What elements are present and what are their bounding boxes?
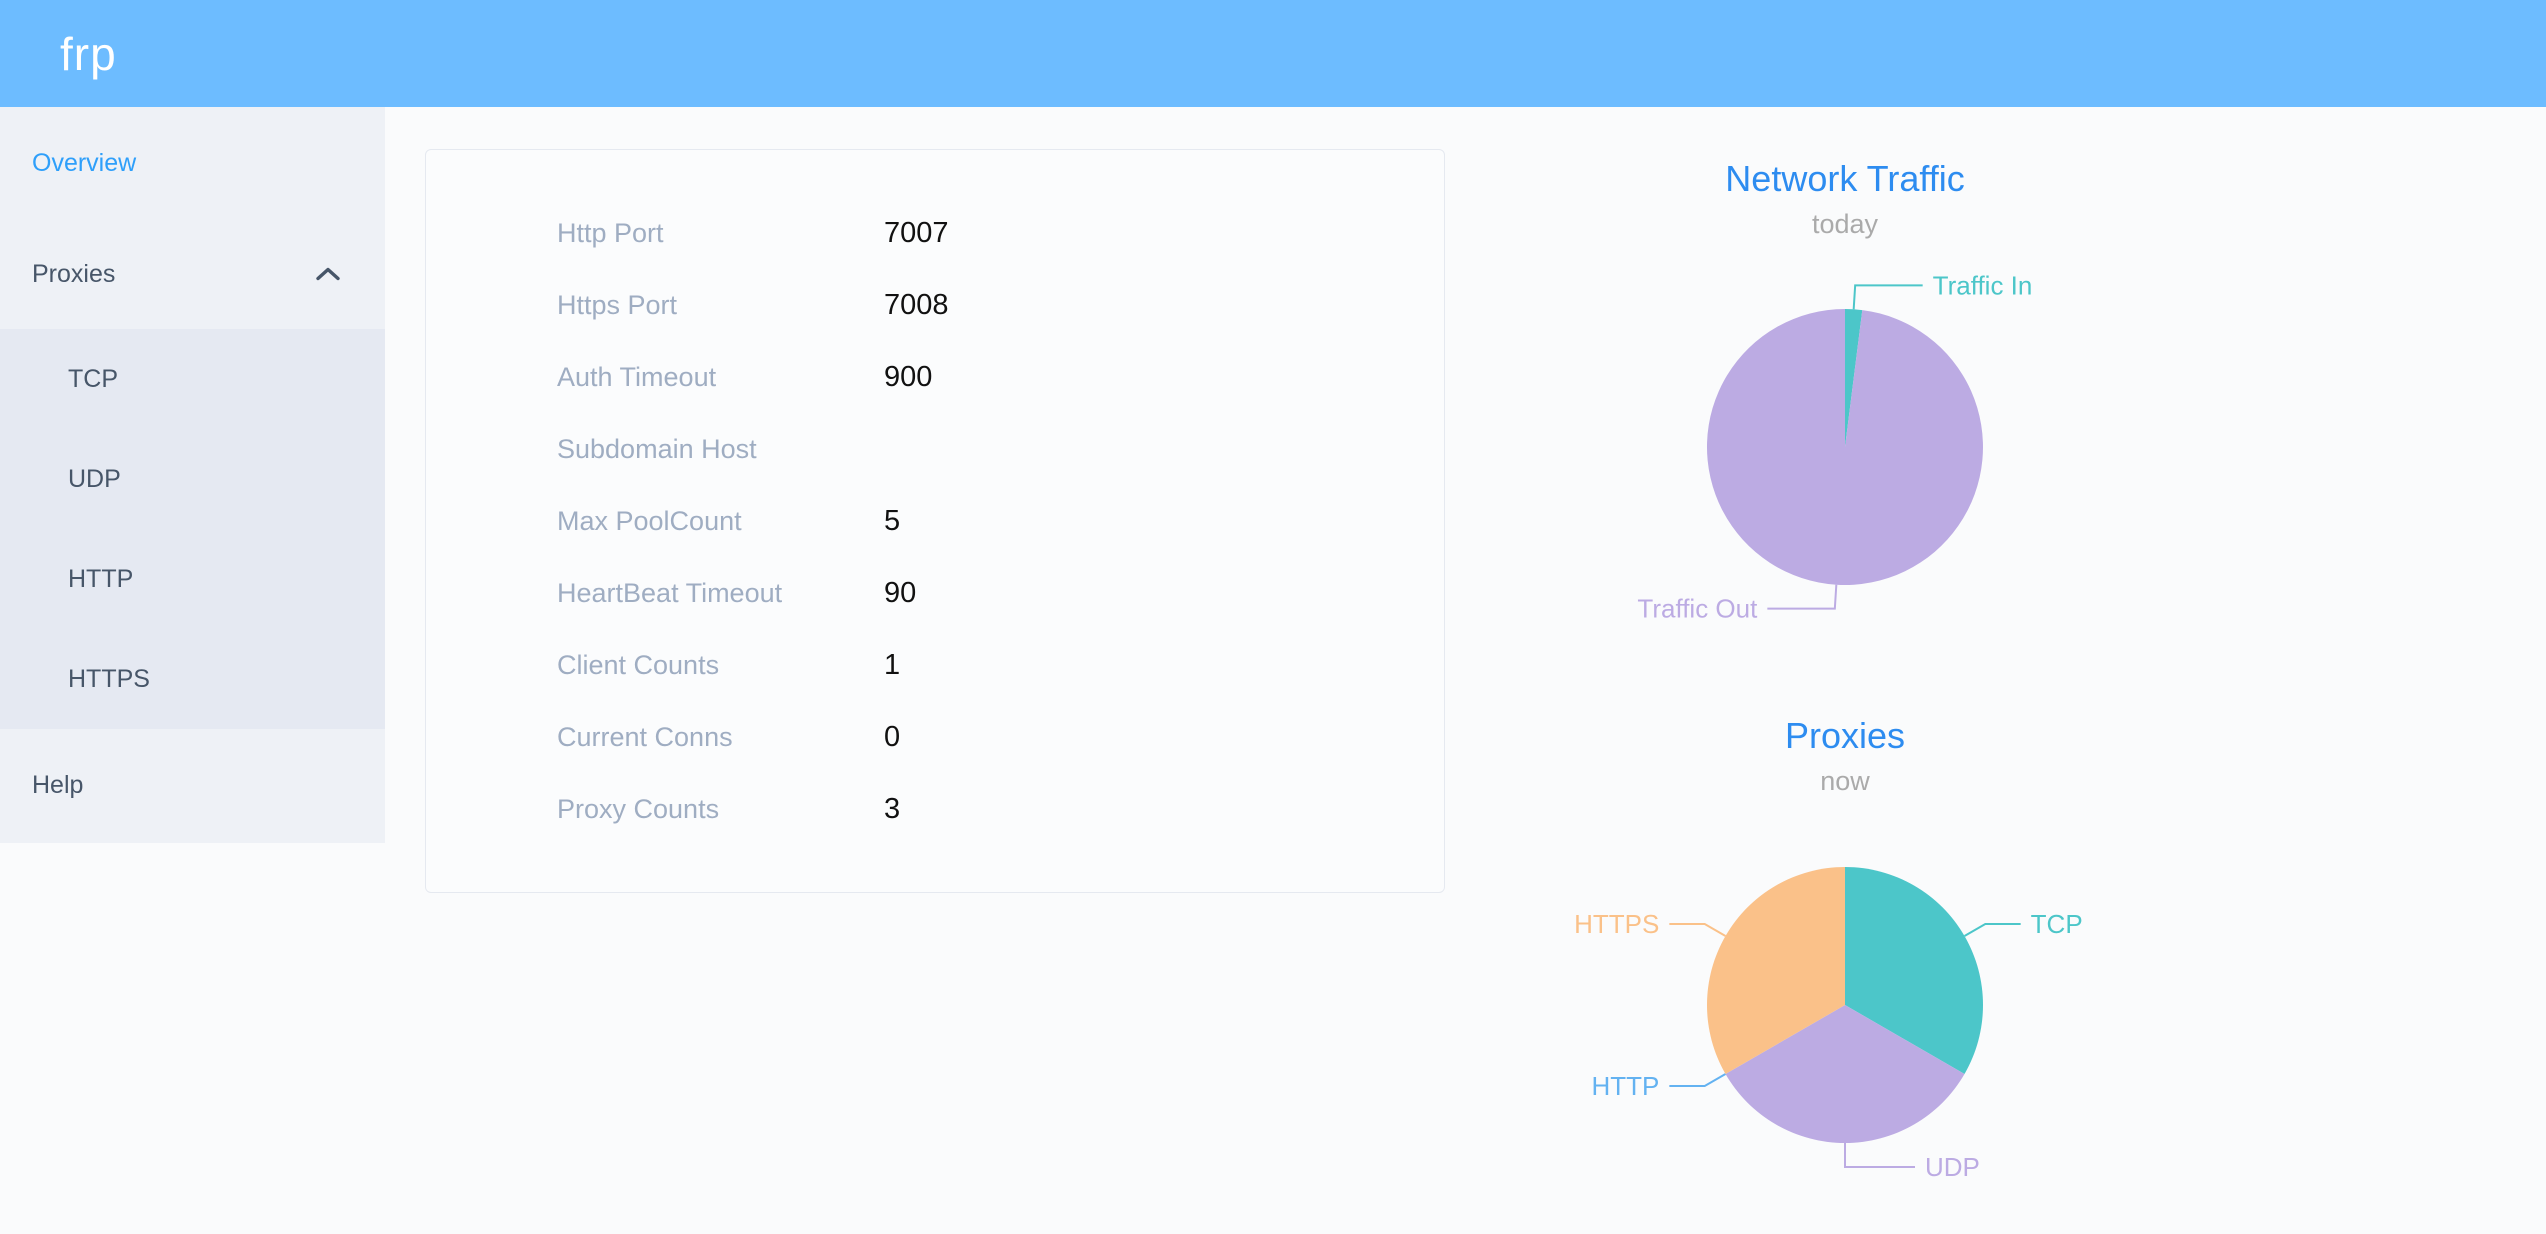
config-row: Max PoolCount 5 (426, 485, 1444, 557)
config-row: Client Counts 1 (426, 629, 1444, 701)
pie-slice-traffic-out[interactable] (1706, 309, 1983, 585)
sidebar-item-udp[interactable]: UDP (68, 464, 121, 493)
pie-slice-https[interactable] (1707, 867, 1845, 1074)
pie-label-line-traffic-out (1767, 584, 1838, 610)
overview-card: Http Port 7007 Https Port 7008 Auth Time… (425, 149, 1445, 893)
sidebar-item-http[interactable]: HTTP (68, 564, 134, 593)
sidebar-item-help[interactable]: Help (32, 771, 84, 799)
proxies-pie-svg: TCP UDP HTTP HTTPS (1574, 867, 2083, 1182)
header: frp (0, 0, 2546, 107)
config-row: Proxy Counts 3 (426, 773, 1444, 845)
config-row: HeartBeat Timeout 90 (426, 557, 1444, 629)
pie-label-traffic-in: Traffic In (1933, 270, 2033, 300)
config-value: 90 (884, 576, 917, 609)
config-row: Current Conns 0 (426, 701, 1444, 773)
pie-label-http: HTTP (1591, 1071, 1659, 1101)
pie-slice-traffic-in[interactable] (1845, 309, 1863, 447)
pie-label-line-tcp (1964, 923, 2021, 937)
sidebar-item-https[interactable]: HTTPS (68, 664, 150, 693)
config-value: 3 (884, 792, 901, 825)
config-label: Max PoolCount (557, 505, 742, 536)
pie-label-line-udp (1844, 1143, 1915, 1168)
sidebar-submenu: TCP UDP HTTP HTTPS (0, 329, 385, 729)
config-label: Current Conns (557, 721, 733, 752)
pie-label-https: HTTPS (1574, 909, 1659, 939)
sidebar-item-overview[interactable]: Overview (32, 148, 137, 177)
main-area: Http Port 7007 Https Port 7008 Auth Time… (385, 107, 2546, 1234)
sidebar-item-proxies-label: Proxies (32, 259, 116, 288)
config-value: 5 (884, 504, 901, 537)
sidebar: Overview Proxies TCP UDP HTTP HTTPS Help (0, 107, 385, 843)
config-value: 900 (884, 360, 933, 393)
config-label: Proxy Counts (557, 793, 720, 824)
config-row: Subdomain Host (426, 413, 1444, 485)
config-value: 7007 (884, 216, 949, 249)
pie-label-line-traffic-in (1852, 284, 1923, 310)
chart-network-traffic: Network Traffic today Traffic In Traffic … (1445, 157, 2245, 641)
pie-slice-tcp[interactable] (1845, 867, 1983, 1074)
config-label: Client Counts (557, 649, 720, 680)
charts-panel: Network Traffic today Traffic In Traffic … (1445, 107, 2245, 1234)
config-row: Https Port 7008 (426, 269, 1444, 341)
pie-label-line-http (1669, 1073, 1726, 1087)
config-value: 0 (884, 720, 901, 753)
pie-label-udp: UDP (1925, 1152, 1980, 1182)
pie-label-tcp: TCP (2031, 909, 2083, 939)
pie-slice-udp[interactable] (1725, 1005, 1965, 1143)
chart-proxies: Proxies now TCP UDP HTTP HTTPS (1445, 714, 2245, 1234)
chart-title: Network Traffic (1725, 158, 1965, 199)
chart-subtitle: now (1820, 766, 1870, 796)
chart-title: Proxies (1784, 715, 1906, 756)
frp-logo: frp (60, 27, 117, 80)
config-value: 1 (884, 648, 901, 681)
config-row: Auth Timeout 900 (426, 341, 1444, 413)
config-label: Auth Timeout (557, 361, 717, 392)
chart-subtitle: today (1811, 209, 1879, 239)
config-value: 7008 (884, 288, 949, 321)
network-traffic-pie-svg: Traffic In Traffic Out (1637, 270, 2033, 624)
config-label: Https Port (557, 289, 678, 320)
config-label: Http Port (557, 217, 664, 248)
config-label: HeartBeat Timeout (557, 577, 783, 608)
pie-label-traffic-out: Traffic Out (1637, 594, 1758, 624)
pie-label-line-https (1669, 923, 1726, 937)
chevron-up-icon (316, 267, 340, 281)
sidebar-item-tcp[interactable]: TCP (68, 364, 118, 393)
sidebar-item-proxies[interactable]: Proxies (0, 219, 385, 329)
config-label: Subdomain Host (557, 433, 757, 464)
config-row: Http Port 7007 (426, 197, 1444, 269)
